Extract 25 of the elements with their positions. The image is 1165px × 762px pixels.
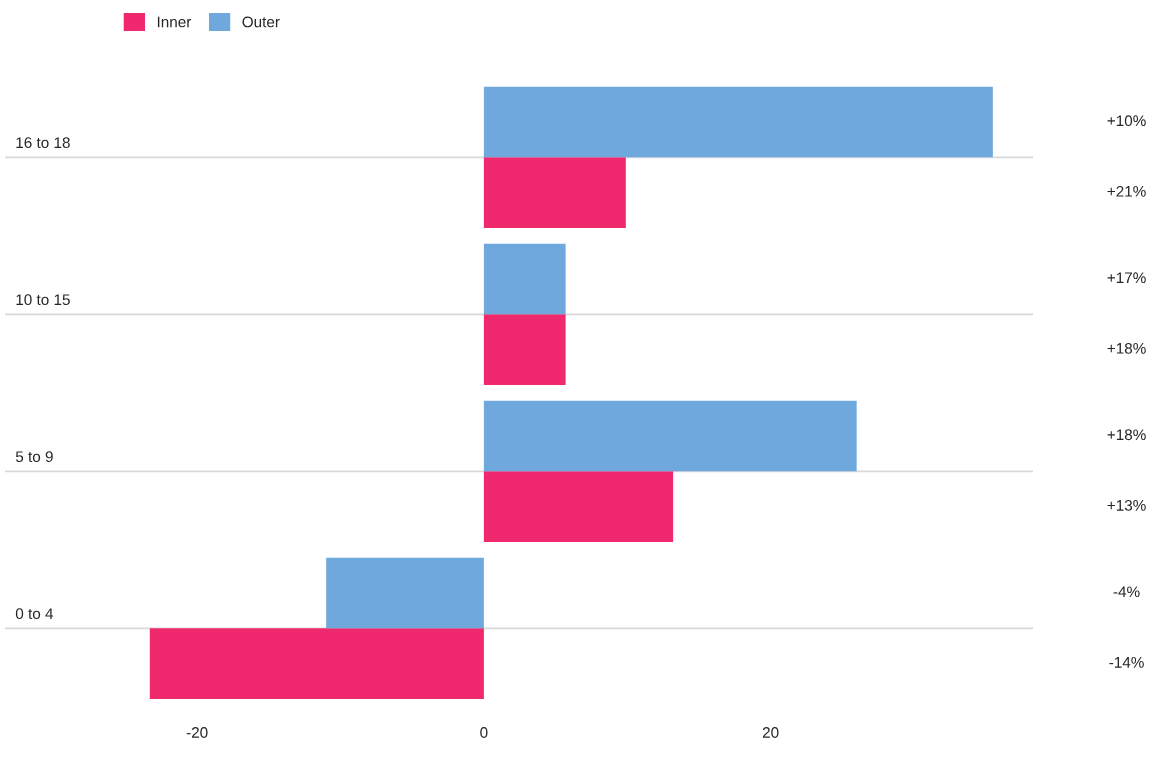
bar xyxy=(483,243,566,315)
x-tick-label: 20 xyxy=(762,727,779,738)
bar xyxy=(326,557,484,629)
y-tick-label: 0 to 4 xyxy=(15,608,54,620)
text: -14% xyxy=(1109,657,1144,668)
legend-label: Outer xyxy=(242,16,280,28)
bar xyxy=(483,471,674,542)
text: +10% xyxy=(1107,115,1146,127)
text: +18% xyxy=(1107,342,1146,354)
text: +21% xyxy=(1107,185,1146,197)
y-tick-label: 10 to 15 xyxy=(16,294,70,306)
x-tick-label: -20 xyxy=(186,727,208,738)
bar xyxy=(483,314,566,385)
y-tick-label: 5 to 9 xyxy=(15,451,53,463)
legend-label: Inner xyxy=(157,16,192,28)
y-tick-label: 16 to 18 xyxy=(16,137,70,149)
text: +17% xyxy=(1107,272,1146,284)
bar xyxy=(483,400,857,472)
bar xyxy=(483,157,626,228)
bar xyxy=(483,86,993,158)
bar xyxy=(149,628,484,700)
text: +13% xyxy=(1107,499,1146,511)
x-tick-label: 0 xyxy=(480,727,488,738)
text: -4% xyxy=(1113,586,1140,598)
text: +18% xyxy=(1107,429,1146,441)
